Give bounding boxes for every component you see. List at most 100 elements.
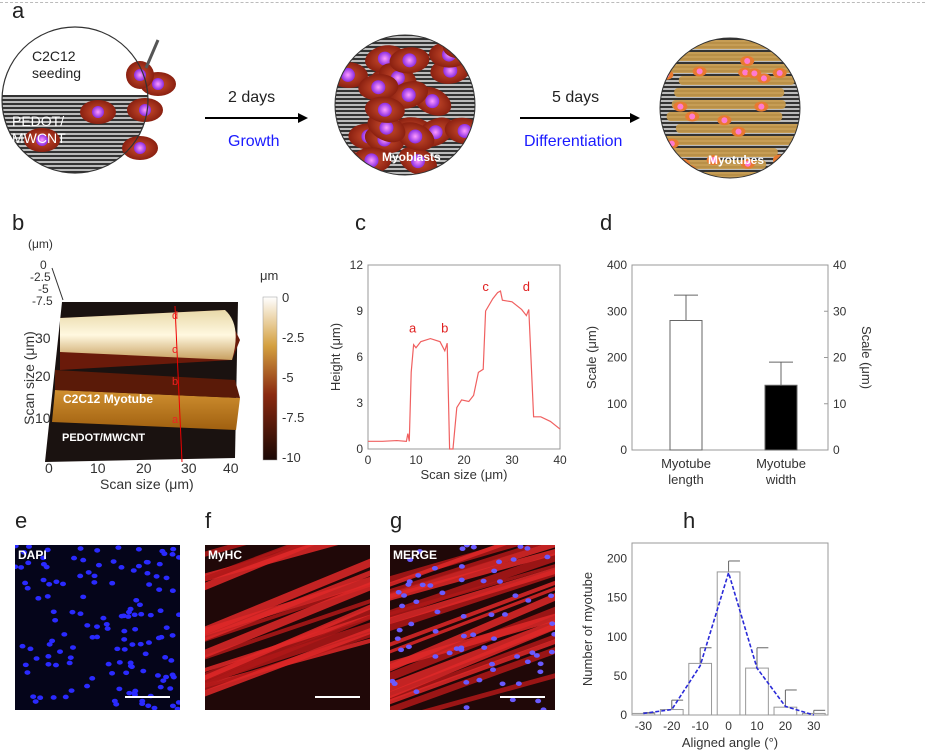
nucleus bbox=[537, 661, 544, 667]
colorbar-tick: -10 bbox=[282, 450, 301, 465]
myotube-label: C2C12 Myotube bbox=[63, 392, 154, 406]
nucleus bbox=[77, 546, 84, 551]
nucleus bbox=[524, 659, 531, 665]
colorbar-tick: -5 bbox=[282, 370, 294, 385]
stripe bbox=[2, 143, 148, 145]
nucleus bbox=[67, 655, 74, 660]
panel-label-h: h bbox=[683, 508, 696, 533]
nucleus bbox=[30, 694, 37, 699]
y-tick-label: 100 bbox=[607, 397, 627, 411]
nucleus bbox=[45, 654, 52, 659]
y-tick: 10 bbox=[35, 410, 51, 426]
nucleus bbox=[137, 641, 144, 647]
nucleus bbox=[431, 565, 438, 571]
nucleus bbox=[157, 684, 164, 690]
nucleus bbox=[126, 690, 133, 696]
stripe bbox=[2, 95, 148, 97]
nucleus bbox=[371, 80, 386, 95]
nucleus bbox=[153, 574, 160, 579]
stripe bbox=[2, 127, 148, 129]
nucleus bbox=[364, 153, 379, 168]
substrate-label: PEDOT/MWCNT bbox=[62, 432, 146, 444]
right-y-tick-label: 40 bbox=[833, 258, 847, 272]
x-axis-label: Aligned angle (°) bbox=[682, 735, 778, 750]
nucleus bbox=[408, 129, 423, 144]
myotube-fiber bbox=[421, 673, 555, 710]
stripe bbox=[2, 135, 148, 137]
right-y-tick-label: 10 bbox=[833, 397, 847, 411]
nucleus bbox=[525, 598, 532, 603]
stripe bbox=[2, 101, 148, 103]
stripe bbox=[2, 123, 148, 125]
nucleus bbox=[116, 660, 123, 665]
circle-outline bbox=[1, 26, 149, 174]
nucleus bbox=[66, 660, 73, 666]
stain-label-dapi: DAPI bbox=[18, 548, 47, 562]
x-tick-label: -30 bbox=[635, 719, 653, 733]
nucleus bbox=[540, 707, 547, 710]
stripe bbox=[2, 129, 148, 131]
stripe bbox=[660, 134, 800, 136]
nucleus bbox=[146, 582, 153, 587]
stripe bbox=[2, 99, 148, 101]
nucleus bbox=[135, 546, 142, 552]
nucleus bbox=[129, 642, 136, 647]
nucleus bbox=[551, 632, 555, 637]
nucleus bbox=[121, 647, 128, 652]
nucleus bbox=[145, 640, 152, 645]
nucleus bbox=[85, 570, 92, 575]
nucleus bbox=[46, 581, 53, 587]
nucleus bbox=[62, 694, 69, 700]
y-tick-label: 400 bbox=[607, 258, 627, 272]
nucleus bbox=[144, 570, 151, 576]
profile-line bbox=[174, 305, 183, 463]
nucleus-core bbox=[735, 128, 742, 135]
nucleus bbox=[401, 87, 416, 102]
nucleus bbox=[402, 53, 417, 68]
nucleus bbox=[496, 579, 503, 584]
profile-marker: c bbox=[172, 344, 178, 356]
nucleus bbox=[123, 670, 130, 676]
nucleus bbox=[529, 650, 536, 656]
nucleus bbox=[406, 579, 413, 584]
nucleus bbox=[379, 120, 394, 135]
nucleus bbox=[463, 545, 470, 548]
histogram-bar bbox=[631, 712, 656, 716]
z-axis bbox=[51, 267, 64, 301]
nucleus bbox=[33, 656, 40, 661]
nucleus bbox=[44, 594, 51, 599]
stripe bbox=[660, 86, 800, 88]
stripe bbox=[335, 170, 475, 172]
nucleus bbox=[432, 629, 439, 634]
bar bbox=[764, 384, 798, 451]
x-tick-label: -10 bbox=[692, 719, 710, 733]
nucleus bbox=[377, 102, 392, 117]
stripe bbox=[2, 149, 148, 151]
nucleus bbox=[136, 602, 143, 608]
stripe bbox=[2, 155, 148, 157]
z-tick: -7.5 bbox=[32, 294, 53, 308]
nucleus-core bbox=[677, 103, 684, 110]
nucleus bbox=[145, 703, 152, 709]
colorbar-unit: μm bbox=[260, 268, 279, 283]
nucleus bbox=[22, 662, 29, 668]
x-tick-label: 30 bbox=[505, 453, 519, 467]
nucleus bbox=[21, 550, 28, 555]
nucleus bbox=[135, 563, 142, 569]
panel-label-a: a bbox=[12, 0, 25, 23]
nucleus bbox=[458, 564, 465, 569]
step1-time: 2 days bbox=[228, 89, 276, 106]
nucleus bbox=[514, 654, 521, 659]
category-label: Myotube bbox=[756, 456, 806, 471]
nucleus bbox=[116, 686, 123, 692]
nucleus bbox=[548, 649, 555, 655]
nucleus bbox=[118, 613, 125, 619]
nucleus bbox=[524, 546, 531, 551]
nucleus bbox=[105, 661, 112, 667]
height-profile-line bbox=[368, 290, 561, 450]
right-y-tick-label: 30 bbox=[833, 304, 847, 318]
nucleus bbox=[167, 686, 174, 691]
nucleus bbox=[80, 557, 87, 563]
x-tick-label: 0 bbox=[365, 453, 372, 467]
